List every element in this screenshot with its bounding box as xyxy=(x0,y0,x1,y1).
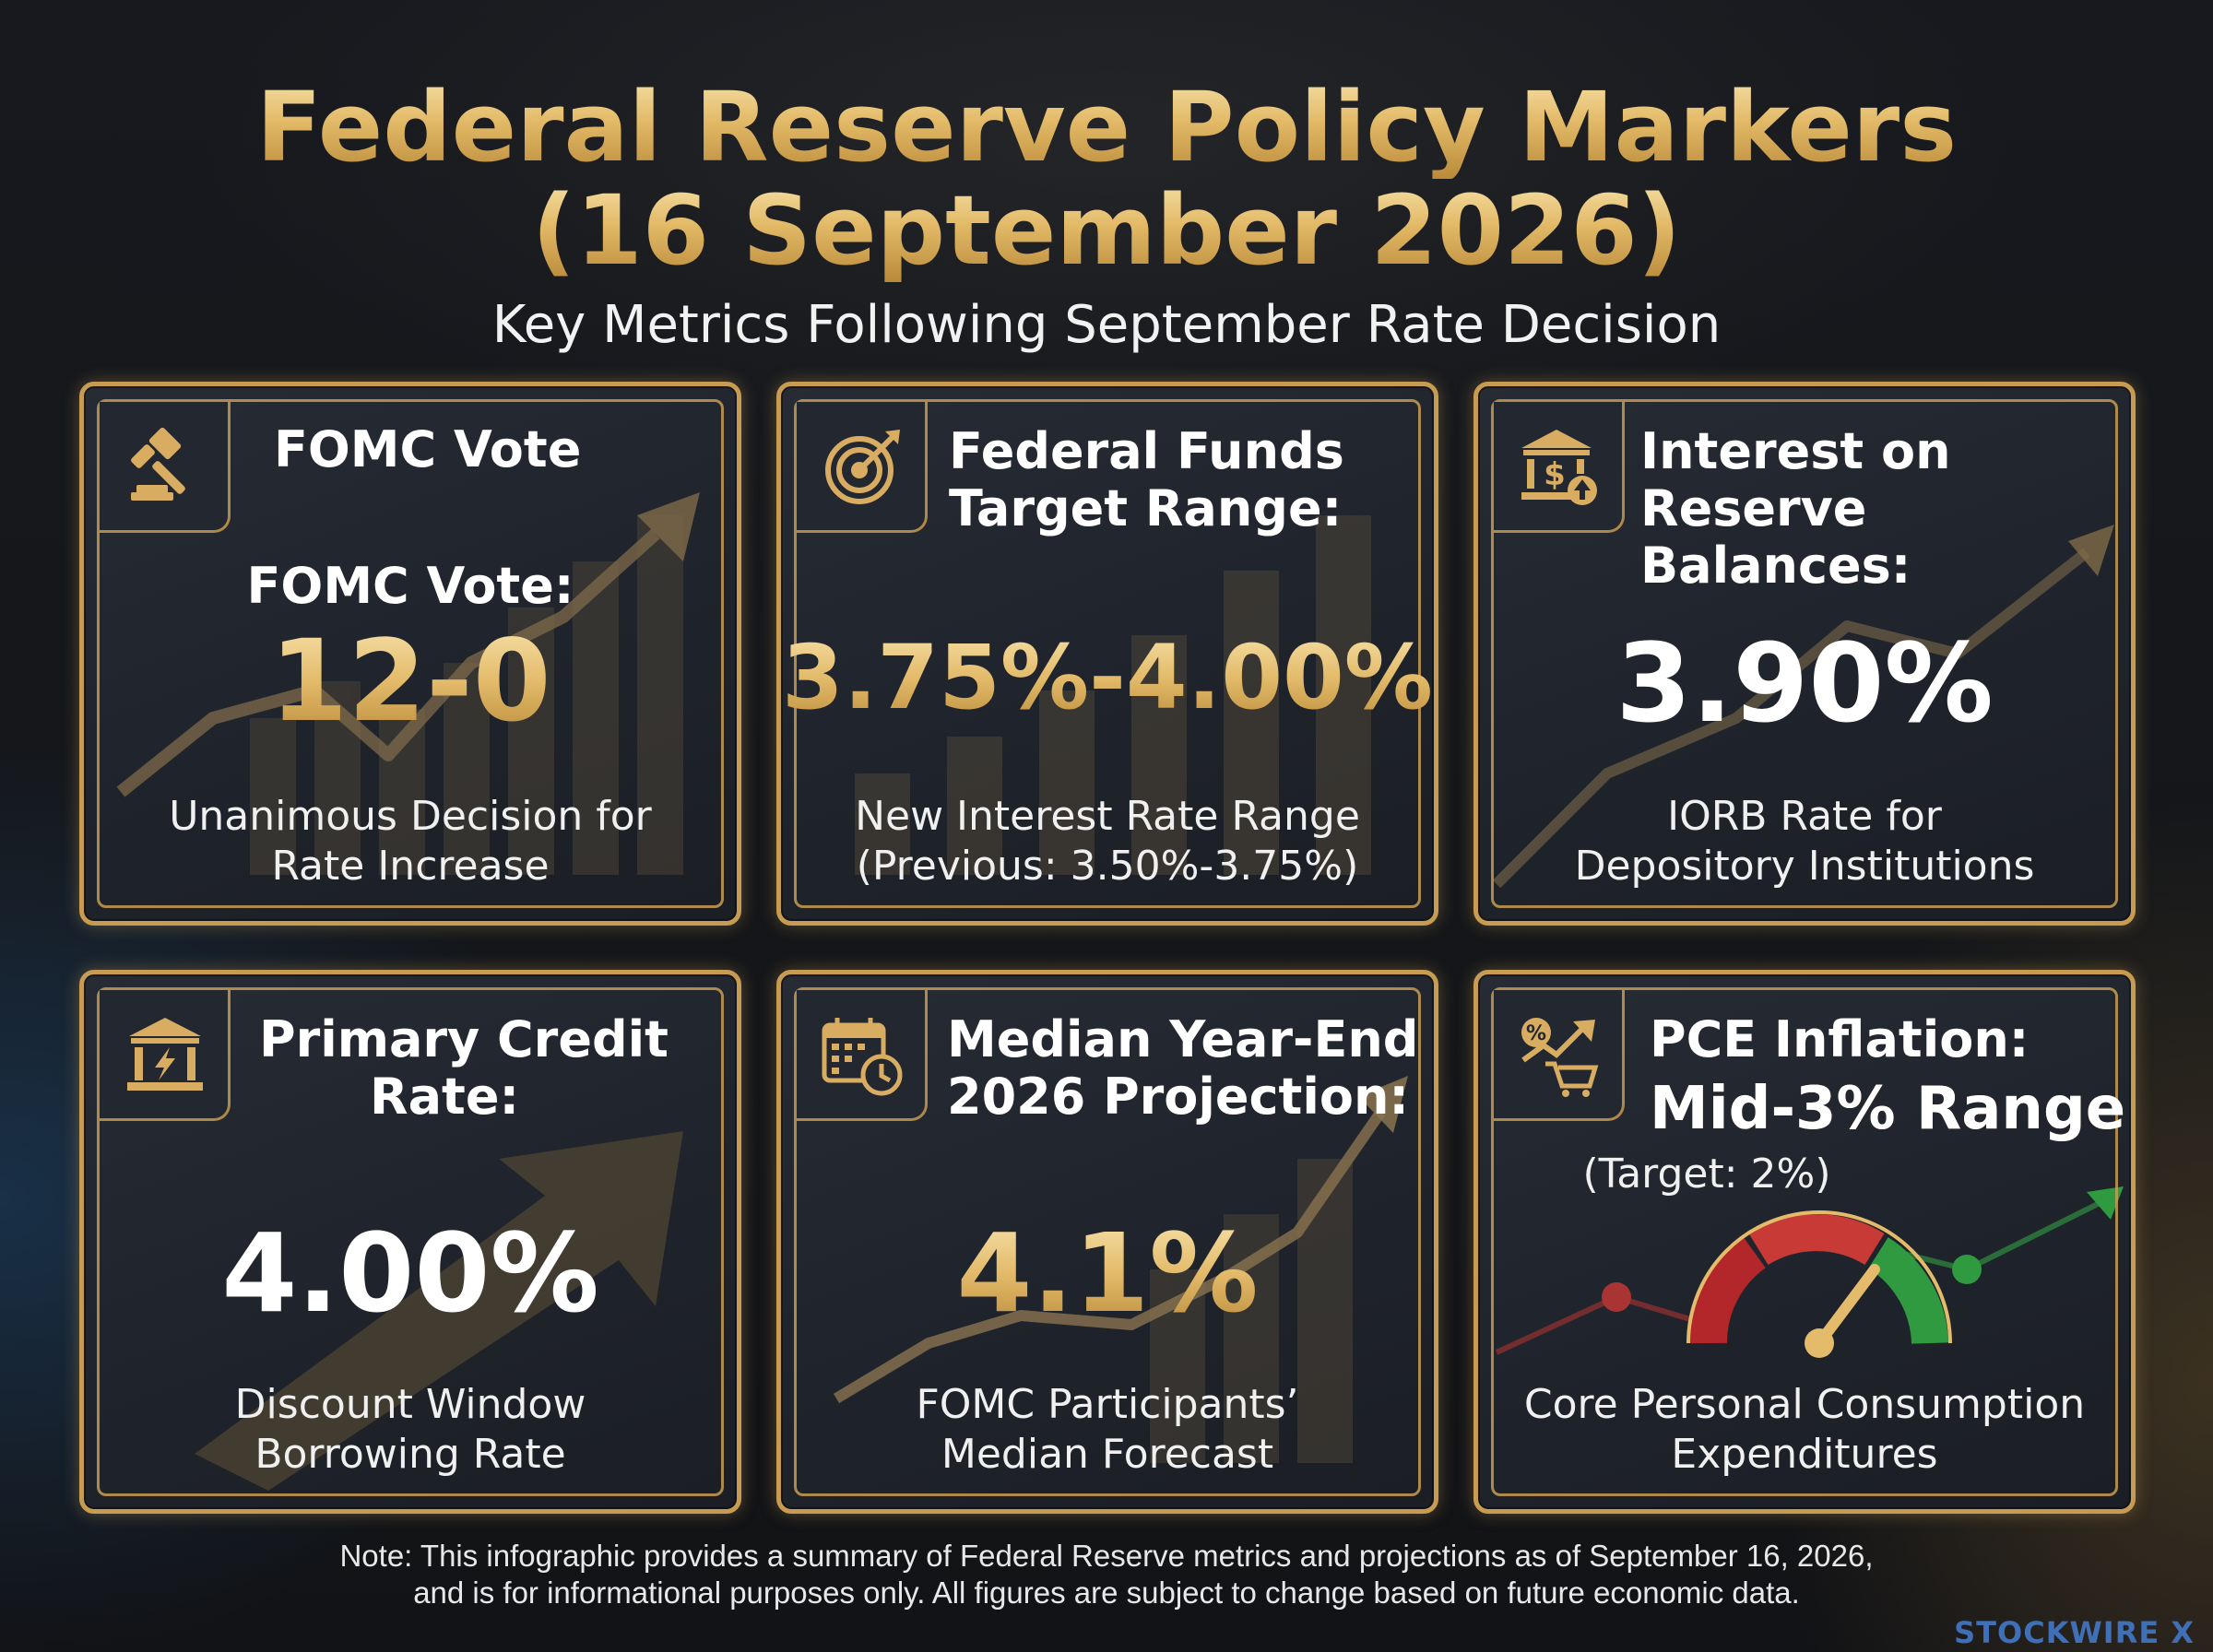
rising-chart-decoration xyxy=(116,492,700,875)
card-description-line-1: IORB Rate for xyxy=(1667,793,1942,840)
card-heading-line-1: Median Year-End xyxy=(947,1010,1419,1068)
card-description-line-2: (Previous: 3.50%-3.75%) xyxy=(856,843,1359,890)
card-description-line-2: Depository Institutions xyxy=(1574,843,2035,890)
card-median-projection: Median Year-End 2026 Projection: 4.1% FO… xyxy=(776,970,1438,1514)
card-description-line-1: FOMC Participants’ xyxy=(916,1381,1299,1428)
card-description-line-2: Rate Increase xyxy=(271,843,550,890)
card-description-line-1: New Interest Rate Range xyxy=(855,793,1360,840)
primary-credit-value: 4.00% xyxy=(221,1210,599,1337)
card-heading-line-1: Interest on xyxy=(1640,422,1951,480)
card-primary-credit: Primary Credit Rate: 4.00% Discount Wind… xyxy=(79,970,741,1514)
footer-note: Note: This infographic provides a summar… xyxy=(0,1538,2213,1611)
card-description-line-1: Core Personal Consumption xyxy=(1523,1381,2086,1428)
card-description-line-2: Borrowing Rate xyxy=(254,1431,566,1478)
card-federal-funds: Federal Funds Target Range: 3.75%-4.00% … xyxy=(776,382,1438,926)
cart-percent-icon: % xyxy=(1521,1018,1599,1097)
card-heading: FOMC Vote xyxy=(274,420,582,478)
subtitle: Key Metrics Following September Rate Dec… xyxy=(491,295,1722,355)
inflation-gauge-decoration xyxy=(1495,1186,2124,1358)
rising-line-decoration xyxy=(1492,525,2114,889)
pce-inflation-value: Mid-3% Range xyxy=(1650,1075,2126,1143)
card-heading-line-2: Rate: xyxy=(370,1068,520,1126)
card-pce-inflation: % PCE Inflation: Mid-3% Range (Target: 2… xyxy=(1473,970,2136,1514)
brand-logo: STOCKWIRE X xyxy=(1954,1615,2195,1650)
footer-note-line-1: Note: This infographic provides a summar… xyxy=(339,1539,1874,1573)
svg-text:$: $ xyxy=(1544,456,1566,493)
card-description-line-2: Expenditures xyxy=(1671,1431,1938,1478)
card-interest-on-reserves: $ Interest on Reserve Balances: 3.90% IO… xyxy=(1473,382,2136,926)
card-description-line-1: Discount Window xyxy=(234,1381,586,1428)
calendar-clock-icon xyxy=(822,1018,903,1096)
card-description-line-1: Unanimous Decision for xyxy=(169,793,652,840)
value-label: FOMC Vote: xyxy=(246,557,574,615)
bank-lightning-icon xyxy=(127,1018,203,1091)
title-line-2: (16 September 2026) xyxy=(0,179,2213,282)
card-heading: PCE Inflation: xyxy=(1650,1010,2030,1068)
target-icon xyxy=(825,430,900,504)
card-heading-line-1: Primary Credit xyxy=(259,1010,669,1068)
card-heading-line-1: Federal Funds xyxy=(949,422,1344,480)
gauge xyxy=(1689,1214,1948,1345)
median-projection-value: 4.1% xyxy=(781,1212,1434,1334)
projection-chart-decoration xyxy=(833,1076,1408,1463)
big-arrow-decoration xyxy=(195,1131,683,1491)
vote-value: 12-0 xyxy=(84,619,737,744)
title-line-1: Federal Reserve Policy Markers xyxy=(0,76,2213,179)
card-heading-line-2: 2026 Projection: xyxy=(947,1068,1410,1126)
gavel-icon xyxy=(131,427,185,501)
bar-chart-decoration xyxy=(855,515,1371,875)
rate-range-value: 3.75%-4.00% xyxy=(782,626,1433,729)
card-fomc-vote: FOMC Vote FOMC Vote: 12-0 Unanimous Deci… xyxy=(79,382,741,926)
card-heading-line-2: Reserve Balances: xyxy=(1640,479,1911,595)
svg-text:%: % xyxy=(1526,1022,1546,1045)
target-note: (Target: 2%) xyxy=(1582,1150,1831,1198)
card-heading-line-2: Target Range: xyxy=(949,479,1343,537)
bank-dollar-icon: $ xyxy=(1521,430,1597,505)
iorb-value: 3.90% xyxy=(1615,620,1994,747)
card-description-line-2: Median Forecast xyxy=(941,1431,1274,1478)
footer-note-line-2: and is for informational purposes only. … xyxy=(413,1575,1800,1610)
